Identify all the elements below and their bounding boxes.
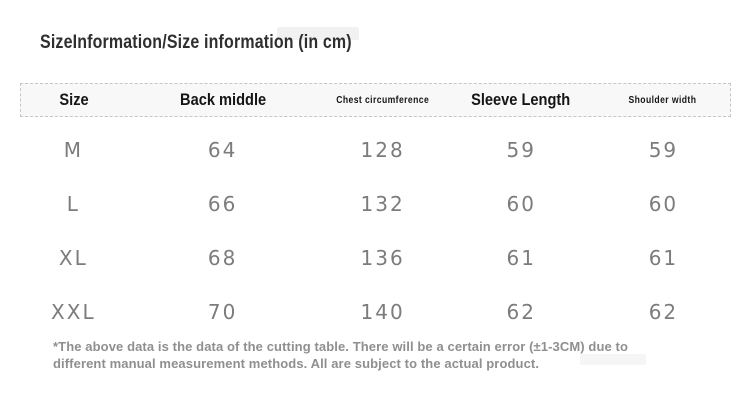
- cell-shoulder-width: 60: [648, 192, 679, 216]
- cell-sleeve-length: 59: [506, 138, 536, 162]
- disclaimer-line-1: *The above data is the data of the cutti…: [53, 339, 629, 354]
- column-header-shoulder-width: Shoulder width: [595, 84, 730, 116]
- cell-back-middle: 64: [207, 138, 238, 162]
- cell-shoulder-width: 62: [648, 300, 679, 324]
- size-table: Size Back middle Chest circumference Sle…: [20, 83, 731, 339]
- cell-size: XXL: [51, 300, 96, 324]
- cell-sleeve-length: 60: [506, 192, 536, 216]
- table-row-xxl: XXL 70 140 62 62: [20, 285, 731, 339]
- column-header-size: Size: [21, 84, 127, 116]
- cell-chest-circumference: 128: [360, 138, 405, 162]
- column-header-label: Sleeve Length: [471, 90, 571, 109]
- disclaimer-line-2: different manual measurement methods. Al…: [53, 356, 540, 371]
- measurement-disclaimer: *The above data is the data of the cutti…: [53, 338, 628, 372]
- cell-back-middle: 70: [207, 300, 238, 324]
- size-table-header-row: Size Back middle Chest circumference Sle…: [20, 83, 731, 117]
- cell-sleeve-length: 62: [506, 300, 536, 324]
- watermark-smudge: [580, 354, 646, 365]
- page-title: SizeInformation/Size information (in cm): [40, 32, 352, 53]
- cell-size: M: [63, 138, 83, 162]
- column-header-sleeve-length: Sleeve Length: [446, 84, 595, 116]
- column-header-label: Chest circumference: [336, 94, 430, 106]
- column-header-label: Size: [59, 90, 89, 109]
- watermark-smudge: [277, 27, 359, 40]
- cell-shoulder-width: 59: [648, 138, 679, 162]
- cell-size: L: [66, 192, 80, 216]
- column-header-back-middle: Back middle: [127, 84, 318, 116]
- cell-back-middle: 68: [207, 246, 238, 270]
- table-row-m: M 64 128 59 59: [20, 123, 731, 177]
- cell-back-middle: 66: [207, 192, 238, 216]
- column-header-label: Shoulder width: [628, 94, 697, 106]
- cell-sleeve-length: 61: [506, 246, 536, 270]
- cell-shoulder-width: 61: [648, 246, 679, 270]
- size-table-body: M 64 128 59 59 L 66 132 60 60 XL 68 136 …: [20, 117, 731, 339]
- cell-chest-circumference: 140: [360, 300, 405, 324]
- column-header-chest-circumference: Chest circumference: [319, 84, 447, 116]
- cell-size: XL: [58, 246, 88, 270]
- table-row-l: L 66 132 60 60: [20, 177, 731, 231]
- cell-chest-circumference: 132: [360, 192, 405, 216]
- table-row-xl: XL 68 136 61 61: [20, 231, 731, 285]
- column-header-label: Back middle: [179, 90, 267, 109]
- cell-chest-circumference: 136: [360, 246, 405, 270]
